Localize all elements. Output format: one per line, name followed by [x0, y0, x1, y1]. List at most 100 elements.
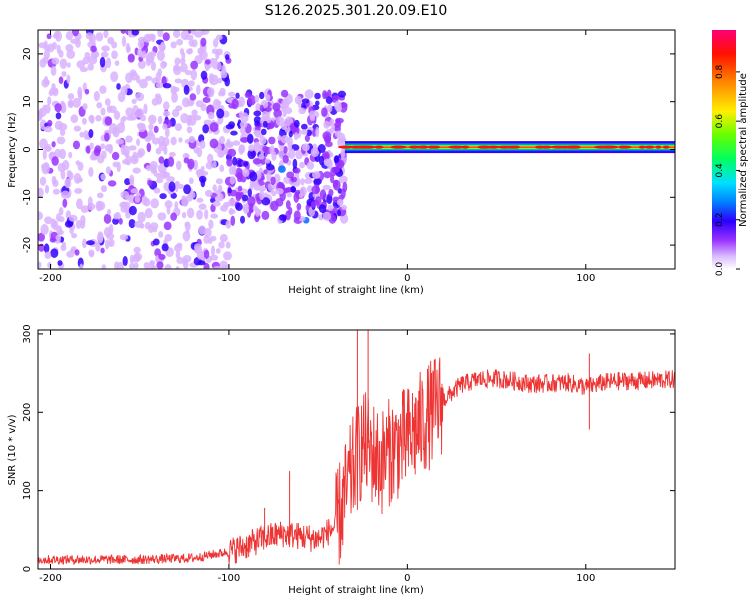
spectrogram-carrier-peak: [513, 145, 520, 149]
spectrogram-noise-blob: [200, 30, 206, 36]
spectrogram-noise-blob: [210, 213, 219, 219]
spectrogram-noise-blob: [319, 189, 327, 200]
spectrogram-noise-blob: [89, 142, 94, 150]
spectrogram-noise-blob: [50, 218, 57, 229]
spectrogram-noise-blob: [99, 56, 106, 68]
spectrogram-noise-blob: [200, 70, 208, 80]
spectrogram-noise-blob: [334, 121, 342, 128]
spectrogram-noise-blob: [188, 80, 195, 87]
spectrogram-noise-blob: [120, 116, 125, 127]
snr-x-tick-label: 0: [404, 573, 410, 584]
spectrogram-noise-blob: [146, 142, 152, 153]
spectrogram-noise-blob: [133, 252, 143, 261]
spectrogram-noise-blob: [151, 137, 160, 145]
spectrogram-noise-blob: [318, 204, 327, 214]
spectrogram-noise-blob: [129, 69, 137, 77]
spectrogram-noise-blob: [93, 90, 100, 102]
spectrogram-noise-blob: [113, 110, 121, 120]
spectrogram-noise-blob: [314, 92, 321, 100]
spectrogram-noise-blob: [49, 87, 59, 95]
spectrogram-noise-blob: [38, 211, 44, 220]
spectrogram-noise-blob: [219, 260, 228, 269]
spectrogram-noise-blob: [204, 189, 213, 197]
spectrogram-noise-blob: [62, 198, 68, 208]
spectrogram-noise-blob: [164, 200, 173, 209]
spectrogram-noise-blob: [38, 232, 45, 242]
spectrogram-noise-blob: [186, 117, 192, 127]
snr-panel: -200 -100 0 100 0 100 200 300 Height of straigh…: [7, 324, 676, 596]
spectrogram-carrier-peak: [416, 145, 429, 149]
spectrogram-noise-blob: [256, 209, 262, 215]
spectrogram-noise-blob: [327, 104, 333, 113]
spectrogram-noise-blob: [128, 218, 136, 229]
spectrogram-noise-blob: [226, 158, 233, 167]
spectrogram-noise-blob: [259, 189, 265, 201]
spectrogram-noise-blob: [252, 158, 262, 165]
spectrogram-noise-blob: [150, 198, 160, 209]
spectrogram-noise-blob: [158, 253, 166, 261]
spectrogram-noise-blob: [317, 144, 326, 153]
spectrogram-noise-blob: [133, 262, 139, 269]
spectrogram-noise-blob: [296, 203, 302, 211]
spectrogram-noise-blob: [190, 69, 198, 81]
spectrogram-noise-blob: [232, 140, 241, 146]
spectrogram-noise-blob: [154, 248, 161, 258]
spectrogram-noise-blob: [183, 84, 190, 95]
spectrogram-noise-blob: [115, 138, 124, 145]
spectrogram-noise-blob: [130, 188, 139, 194]
spectrogram-noise-blob: [120, 144, 126, 156]
spectrogram-noise-blob: [60, 102, 67, 114]
spectrogram-noise-blob: [128, 145, 137, 151]
spectrogram-noise-blob: [330, 174, 335, 184]
spectrogram-noise-blob: [215, 178, 223, 185]
spectrogram-noise-blob: [124, 178, 131, 186]
spectrogram-noise-blob: [216, 61, 222, 72]
spectrogram-noise-blob: [173, 64, 180, 72]
spectrogram-noise-blob: [121, 201, 131, 208]
spectrogram-noise-blob: [322, 184, 331, 191]
snr-x-label: Height of straight line (km): [288, 585, 424, 596]
spectrogram-y-tick-label: 10: [22, 95, 33, 108]
spectrogram-noise-blob: [44, 104, 51, 114]
spectrogram-noise-blob: [304, 89, 314, 99]
spectrogram-noise-blob: [203, 262, 210, 269]
spectrogram-noise-blob: [227, 148, 237, 157]
spectrogram-noise-blob: [262, 145, 269, 153]
spectrogram-noise-blob: [223, 251, 232, 261]
spectrogram-noise-blob: [196, 197, 204, 203]
colorbar-tick-label: 0.0: [715, 262, 725, 277]
spectrogram-noise-blob: [55, 112, 62, 120]
spectrogram-noise-blob: [315, 100, 320, 106]
spectrogram-noise-blob: [127, 53, 135, 63]
spectrogram-noise-blob: [298, 193, 304, 199]
spectrogram-noise-blob: [132, 167, 141, 174]
spectrogram-noise-blob: [188, 135, 196, 144]
snr-x-tick-label: -200: [39, 573, 62, 584]
spectrogram-noise-blob: [247, 94, 256, 106]
spectrogram-noise-blob: [44, 216, 53, 225]
spectrogram-noise-blob: [184, 34, 194, 41]
spectrogram-noise-blob: [174, 181, 179, 193]
spectrogram-noise-blob: [103, 30, 109, 39]
spectrogram-noise-blob: [112, 161, 119, 168]
spectrogram-noise-blob: [168, 151, 176, 158]
spectrogram-noise-blob: [138, 78, 148, 89]
spectrogram-noise-blob: [198, 203, 207, 210]
spectrogram-carrier-peak: [460, 145, 470, 149]
spectrogram-noise-blob: [93, 148, 101, 157]
spectrogram-noise-blob: [51, 141, 56, 148]
colorbar-gradient: [712, 30, 736, 269]
spectrogram-noise-blob: [100, 143, 106, 150]
spectrogram-noise-blob: [170, 41, 177, 49]
spectrogram-noise-blob: [111, 151, 120, 161]
spectrogram-carrier-peak: [477, 145, 490, 149]
spectrogram-noise-blob: [209, 138, 219, 149]
spectrogram-noise-blob: [136, 138, 141, 147]
spectrogram-noise-blob: [66, 49, 76, 60]
spectrogram-noise-blob: [88, 249, 95, 257]
spectrogram-noise-blob: [225, 220, 232, 229]
spectrogram-noise-blob: [88, 129, 94, 139]
spectrogram-noise-blob: [215, 248, 221, 254]
spectrogram-noise-blob: [96, 102, 103, 109]
